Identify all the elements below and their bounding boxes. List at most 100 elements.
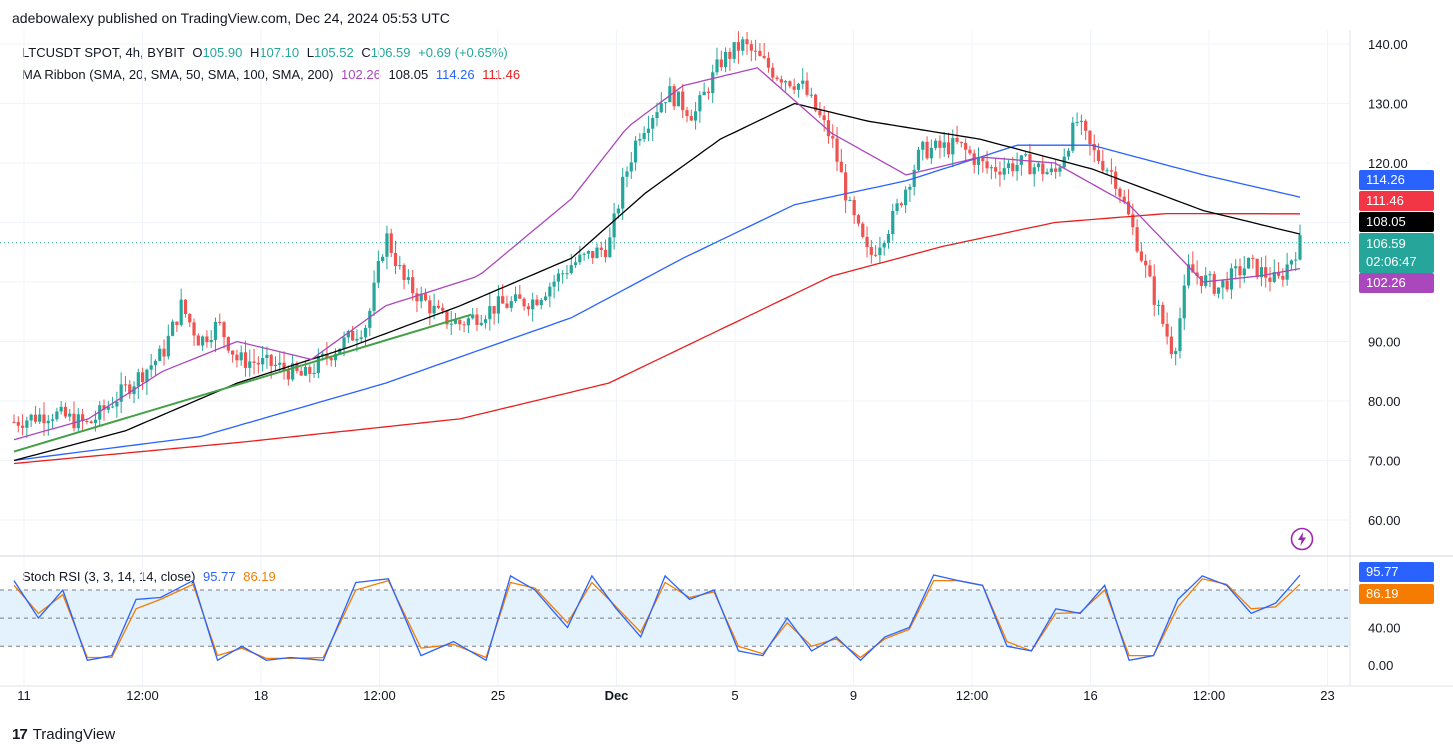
candle-body <box>1032 167 1036 175</box>
candle-body <box>381 256 385 262</box>
candle-body <box>543 296 548 300</box>
trend-line <box>13 313 472 453</box>
candle-body <box>869 246 873 255</box>
symbol-label[interactable]: LTCUSDT SPOT, 4h, BYBIT <box>22 45 185 60</box>
candle-body <box>792 86 796 90</box>
candle-body <box>595 247 599 259</box>
candle-body <box>745 39 749 45</box>
candle-body <box>642 133 646 140</box>
candle-body <box>333 353 338 361</box>
last-price-value: 106.59 <box>1366 236 1406 251</box>
candle-body <box>59 406 63 412</box>
candle-body <box>278 362 282 365</box>
candle-body <box>603 249 608 258</box>
candle-body <box>162 348 166 357</box>
candle-body <box>475 314 479 326</box>
candle-body <box>166 335 170 357</box>
stoch-d-price-tag: 86.19 <box>1359 584 1434 604</box>
candle-body <box>205 336 209 343</box>
candle-body <box>591 251 595 259</box>
footer-brand-name[interactable]: TradingView <box>32 726 116 743</box>
candle-body <box>25 420 29 428</box>
candle-body <box>1156 304 1161 306</box>
candle-body <box>1298 235 1302 260</box>
candle-body <box>1109 170 1113 172</box>
stoch-rsi-label[interactable]: Stoch RSI (3, 3, 14, 14, close) <box>22 569 196 584</box>
candle-body <box>629 162 633 172</box>
candle-body <box>1058 167 1062 172</box>
candle-body <box>985 161 989 169</box>
candle-body <box>1264 267 1268 278</box>
candle-body <box>359 337 363 339</box>
ma-ribbon-label[interactable]: MA Ribbon (SMA, 20, SMA, 50, SMA, 100, S… <box>22 67 334 82</box>
candle-body <box>968 149 972 154</box>
candle-body <box>269 354 273 366</box>
candle-body <box>822 115 826 121</box>
candle-body <box>539 299 543 306</box>
candle-body <box>1199 276 1204 286</box>
candle-body <box>921 141 925 150</box>
candle-body <box>42 414 46 424</box>
candle-body <box>218 321 222 323</box>
candle-body <box>685 110 689 117</box>
y-tick-label: 120.00 <box>1368 156 1408 171</box>
candle-body <box>63 406 68 417</box>
candle-body <box>1066 150 1071 157</box>
candle-body <box>766 57 771 68</box>
candle-body <box>376 261 380 283</box>
candle-body <box>784 81 788 83</box>
stoch-rsi-background <box>0 589 1350 647</box>
candle-body <box>106 406 110 410</box>
candle-body <box>1169 336 1173 355</box>
candle-body <box>119 384 123 402</box>
candle-body <box>209 339 213 343</box>
candle-body <box>522 298 526 307</box>
candle-body <box>1024 154 1028 156</box>
candle-body <box>1208 274 1212 276</box>
candle-body <box>758 50 762 56</box>
candle-body <box>342 337 346 349</box>
candle-body <box>291 363 295 380</box>
candle-body <box>449 323 453 325</box>
candle-body <box>68 413 72 417</box>
candle-body <box>303 367 308 376</box>
candle-body <box>779 79 783 83</box>
candle-body <box>693 111 698 121</box>
candle-body <box>415 293 419 302</box>
candle-body <box>1242 268 1246 276</box>
candle-body <box>1272 271 1276 282</box>
candle-body <box>239 352 243 361</box>
candle-body <box>569 265 573 274</box>
candle-body <box>805 80 809 95</box>
candle-body <box>1234 266 1238 269</box>
ohlc-low: L105.52 <box>306 45 354 60</box>
candle-body <box>153 360 158 366</box>
candle-body <box>715 59 719 73</box>
published-text: published on TradingView.com, Dec 24, 20… <box>97 10 450 26</box>
candle-body <box>393 252 398 267</box>
main-legend: LTCUSDT SPOT, 4h, BYBIT O105.90 H107.10 … <box>22 45 512 60</box>
candle-body <box>535 299 539 306</box>
stoch-k-value: 95.77 <box>203 569 236 584</box>
publisher-name[interactable]: adebowalexy <box>12 10 94 26</box>
candle-body <box>1096 150 1101 162</box>
candle-body <box>1191 264 1195 273</box>
candle-body <box>346 331 350 338</box>
ma100-price-tag: 114.26 <box>1359 170 1434 190</box>
candle-body <box>110 406 115 408</box>
candle-body <box>1216 287 1221 294</box>
lightning-icon[interactable] <box>1290 527 1314 551</box>
candle-body <box>175 321 179 325</box>
candle-body <box>942 142 946 148</box>
tradingview-logo-icon[interactable]: 17 <box>12 726 28 743</box>
candle-body <box>1182 285 1186 319</box>
candle-body <box>406 277 410 280</box>
candle-body <box>243 352 248 368</box>
y-tick-label: 140.00 <box>1368 37 1408 52</box>
candle-body <box>213 321 218 340</box>
candle-body <box>565 273 569 275</box>
candle-body <box>895 203 899 211</box>
candle-body <box>89 421 93 424</box>
candle-body <box>141 372 145 383</box>
